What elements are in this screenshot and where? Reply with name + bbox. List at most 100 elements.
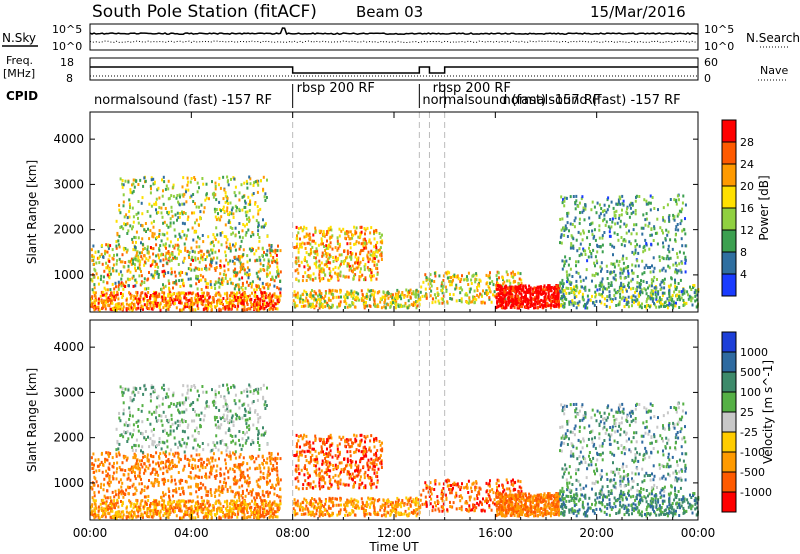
scatter-cell bbox=[140, 304, 143, 308]
scatter-cell bbox=[359, 270, 362, 274]
scatter-cell bbox=[200, 278, 203, 282]
scatter-cell bbox=[412, 290, 415, 294]
scatter-cell bbox=[379, 235, 382, 239]
scatter-cell bbox=[264, 223, 267, 227]
scatter-cell bbox=[518, 285, 521, 289]
scatter-cell bbox=[161, 194, 164, 198]
scatter-cell bbox=[137, 306, 140, 310]
scatter-cell bbox=[518, 298, 521, 302]
scatter-cell bbox=[349, 304, 352, 308]
scatter-cell bbox=[618, 300, 621, 304]
scatter-cell bbox=[672, 263, 675, 267]
scatter-cell bbox=[198, 298, 201, 302]
scatter-cell bbox=[622, 283, 625, 287]
scatter-cell bbox=[357, 256, 360, 260]
scatter-cell bbox=[265, 292, 268, 296]
scatter-cell bbox=[563, 233, 566, 237]
scatter-cell bbox=[376, 241, 379, 245]
scatter-cell bbox=[520, 292, 523, 296]
scatter-cell bbox=[575, 194, 578, 198]
scatter-cell bbox=[459, 280, 462, 283]
scatter-cell bbox=[103, 286, 106, 290]
scatter-cell bbox=[499, 285, 502, 289]
scatter-cell bbox=[212, 256, 215, 260]
scatter-cell bbox=[296, 268, 299, 272]
scatter-cell bbox=[209, 304, 211, 308]
scatter-cell bbox=[582, 249, 585, 253]
scatter-cell bbox=[650, 296, 653, 300]
scatter-cell bbox=[364, 239, 367, 243]
scatter-cell bbox=[572, 303, 575, 307]
scatter-cell bbox=[222, 505, 225, 508]
scatter-cell bbox=[195, 501, 198, 505]
scatter-cell bbox=[219, 233, 222, 237]
scatter-cell bbox=[236, 257, 239, 261]
scatter-cell bbox=[125, 213, 128, 217]
scatter-cell bbox=[647, 295, 650, 298]
scatter-cell bbox=[364, 296, 367, 300]
scatter-cell bbox=[122, 227, 125, 231]
scatter-cell bbox=[514, 290, 517, 294]
scatter-cell bbox=[143, 277, 146, 281]
scatter-cell bbox=[531, 292, 534, 296]
scatter-cell bbox=[129, 305, 132, 308]
scatter-cell bbox=[363, 241, 366, 245]
scatter-cell bbox=[248, 258, 251, 262]
scatter-cell bbox=[383, 295, 386, 299]
scatter-cell bbox=[169, 253, 172, 257]
scatter-cell bbox=[176, 256, 178, 260]
scatter-cell bbox=[203, 206, 206, 210]
scatter-cell bbox=[684, 217, 686, 221]
scatter-cell bbox=[222, 514, 225, 518]
scatter-cell bbox=[321, 305, 324, 309]
scatter-cell bbox=[213, 283, 216, 287]
scatter-cell bbox=[261, 291, 263, 295]
scatter-cell bbox=[113, 291, 116, 295]
scatter-cell bbox=[551, 294, 554, 297]
scatter-cell bbox=[601, 293, 603, 297]
scatter-cell bbox=[686, 290, 689, 294]
scatter-cell bbox=[241, 293, 244, 297]
scatter-cell bbox=[554, 297, 557, 301]
scatter-cell bbox=[593, 228, 596, 232]
scatter-cell bbox=[100, 299, 103, 303]
scatter-cell bbox=[321, 233, 324, 236]
nsearch-top-tick: 10^5 bbox=[704, 23, 734, 36]
scatter-cell bbox=[225, 509, 228, 513]
scatter-cell bbox=[168, 298, 171, 302]
scatter-cell bbox=[438, 274, 441, 278]
scatter-cell bbox=[623, 276, 626, 280]
scatter-cell bbox=[151, 274, 154, 278]
scatter-cell bbox=[560, 282, 563, 286]
scatter-cell bbox=[137, 256, 140, 260]
scatter-cell bbox=[586, 294, 589, 298]
scatter-cell bbox=[594, 255, 597, 259]
scatter-cell bbox=[677, 282, 680, 285]
scatter-cell bbox=[200, 505, 203, 509]
scatter-cell bbox=[245, 179, 248, 183]
scatter-cell bbox=[563, 199, 566, 203]
scatter-cell bbox=[102, 498, 105, 502]
scatter-cell bbox=[272, 259, 275, 263]
scatter-cell bbox=[488, 274, 491, 278]
scatter-cell bbox=[257, 276, 260, 280]
scatter-cell bbox=[616, 291, 619, 295]
scatter-cell bbox=[234, 234, 237, 238]
scatter-cell bbox=[304, 247, 307, 250]
scatter-cell bbox=[589, 223, 592, 226]
scatter-cell bbox=[475, 298, 478, 302]
scatter-cell bbox=[657, 290, 660, 294]
scatter-cell bbox=[199, 273, 202, 277]
scatter-cell bbox=[202, 294, 204, 298]
scatter-cell bbox=[557, 294, 560, 298]
scatter-cell bbox=[119, 260, 122, 264]
scatter-cell bbox=[372, 274, 375, 278]
scatter-cell bbox=[161, 297, 164, 301]
scatter-cell bbox=[620, 236, 623, 239]
scatter-cell bbox=[95, 261, 98, 265]
scatter-cell bbox=[248, 272, 251, 276]
scatter-cell bbox=[172, 292, 175, 296]
scatter-cell bbox=[273, 293, 276, 297]
scatter-cell bbox=[601, 243, 604, 247]
scatter-cell bbox=[106, 281, 109, 285]
